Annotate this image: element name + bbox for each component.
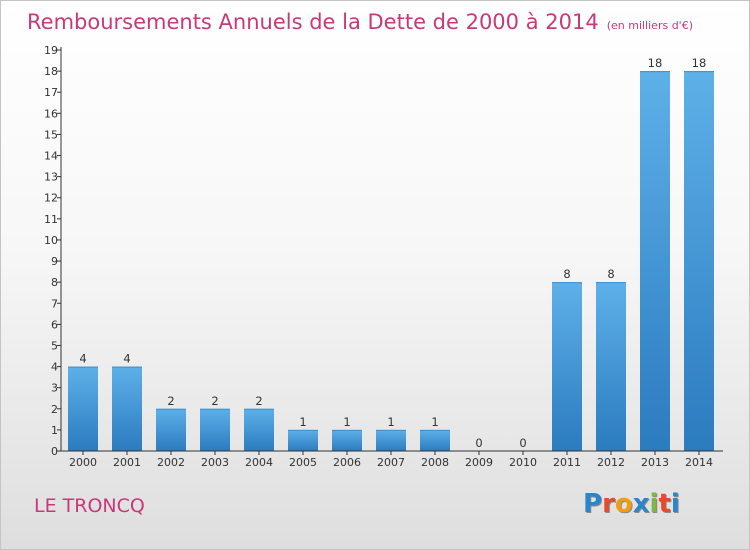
x-tick-label-2002: 2002 (157, 456, 185, 469)
y-tick-label-10: 10 (44, 234, 58, 247)
x-tick-label-2001: 2001 (113, 456, 141, 469)
x-tick-label-2005: 2005 (289, 456, 317, 469)
y-tick-label-19: 19 (44, 44, 58, 57)
y-tick-label-2: 2 (51, 403, 58, 416)
data-label-2012: 8 (607, 267, 614, 281)
y-tick-label-17: 17 (44, 86, 58, 99)
data-label-2014: 18 (692, 56, 707, 70)
data-label-2002: 2 (167, 394, 174, 408)
chart-title-text: Remboursements Annuels de la Dette de 20… (27, 10, 599, 34)
bar-2001 (112, 366, 142, 451)
commune-name: LE TRONCQ (34, 495, 145, 517)
bar-2004 (244, 408, 274, 451)
data-label-2013: 18 (648, 56, 663, 70)
y-tick-label-18: 18 (44, 65, 58, 78)
x-tick-label-2004: 2004 (245, 456, 273, 469)
y-tick-label-14: 14 (44, 150, 58, 163)
data-label-2011: 8 (563, 267, 570, 281)
data-label-2000: 4 (79, 352, 86, 366)
bar-2011 (552, 282, 582, 451)
axes-group: 2000 2001 2002 2003 2004 2005 2006 2007 2008 2009… (44, 44, 723, 469)
data-label-2008: 1 (431, 415, 438, 429)
x-tick-label-2000: 2000 (69, 456, 97, 469)
x-tick-label-2009: 2009 (465, 456, 493, 469)
x-tick-label-2014: 2014 (685, 456, 713, 469)
data-label-2007: 1 (387, 415, 394, 429)
y-tick-label-1: 1 (51, 424, 58, 437)
data-label-2003: 2 (211, 394, 218, 408)
y-tick-label-5: 5 (51, 339, 58, 352)
x-tick-label-2010: 2010 (509, 456, 537, 469)
bar-2003 (200, 408, 230, 451)
y-tick-label-8: 8 (51, 276, 58, 289)
x-tick-label-2011: 2011 (553, 456, 581, 469)
x-tick-label-2012: 2012 (597, 456, 625, 469)
x-tick-label-2013: 2013 (641, 456, 669, 469)
x-tick-label-2007: 2007 (377, 456, 405, 469)
y-tick-label-7: 7 (51, 297, 58, 310)
bars-group: 4 4 2 2 2 1 1 1 1 0 0 8 8 18 18 (68, 56, 714, 452)
chart-subtitle: (en milliers d'€) (606, 19, 693, 32)
data-label-2006: 1 (343, 415, 350, 429)
logo-letter: x (632, 489, 650, 519)
y-tick-label-16: 16 (44, 107, 58, 120)
y-tick-label-9: 9 (51, 255, 58, 268)
data-label-2004: 2 (255, 394, 262, 408)
data-label-2005: 1 (299, 415, 306, 429)
y-tick-label-15: 15 (44, 128, 58, 141)
bar-2008 (420, 429, 450, 451)
logo-letter: i (649, 489, 659, 519)
bar-2006 (332, 429, 362, 451)
y-tick-label-0: 0 (51, 445, 58, 458)
logo-letter: o (614, 489, 633, 519)
x-tick-label-2006: 2006 (333, 456, 361, 469)
bar-2014 (684, 71, 714, 452)
bar-2013 (640, 71, 670, 452)
y-tick-label-11: 11 (44, 213, 58, 226)
proxiti-logo: Proxiti (583, 489, 680, 519)
data-label-2009: 0 (475, 436, 482, 450)
y-tick-label-3: 3 (51, 382, 58, 395)
data-label-2001: 4 (123, 352, 130, 366)
y-tick-label-12: 12 (44, 192, 58, 205)
logo-letter: t (658, 489, 671, 519)
y-tick-label-13: 13 (44, 171, 58, 184)
bar-2012 (596, 282, 626, 451)
bar-2002 (156, 408, 186, 451)
x-tick-label-2003: 2003 (201, 456, 229, 469)
logo-letter: i (670, 489, 680, 519)
chart-title: Remboursements Annuels de la Dette de 20… (27, 10, 693, 34)
logo-letter: P (583, 489, 603, 519)
bar-2007 (376, 429, 406, 451)
y-tick-label-6: 6 (51, 318, 58, 331)
bar-2005 (288, 429, 318, 451)
bar-2000 (68, 366, 98, 451)
logo-letter: r (602, 489, 615, 519)
data-label-2010: 0 (519, 436, 526, 450)
y-tick-label-4: 4 (51, 361, 58, 374)
x-tick-label-2008: 2008 (421, 456, 449, 469)
